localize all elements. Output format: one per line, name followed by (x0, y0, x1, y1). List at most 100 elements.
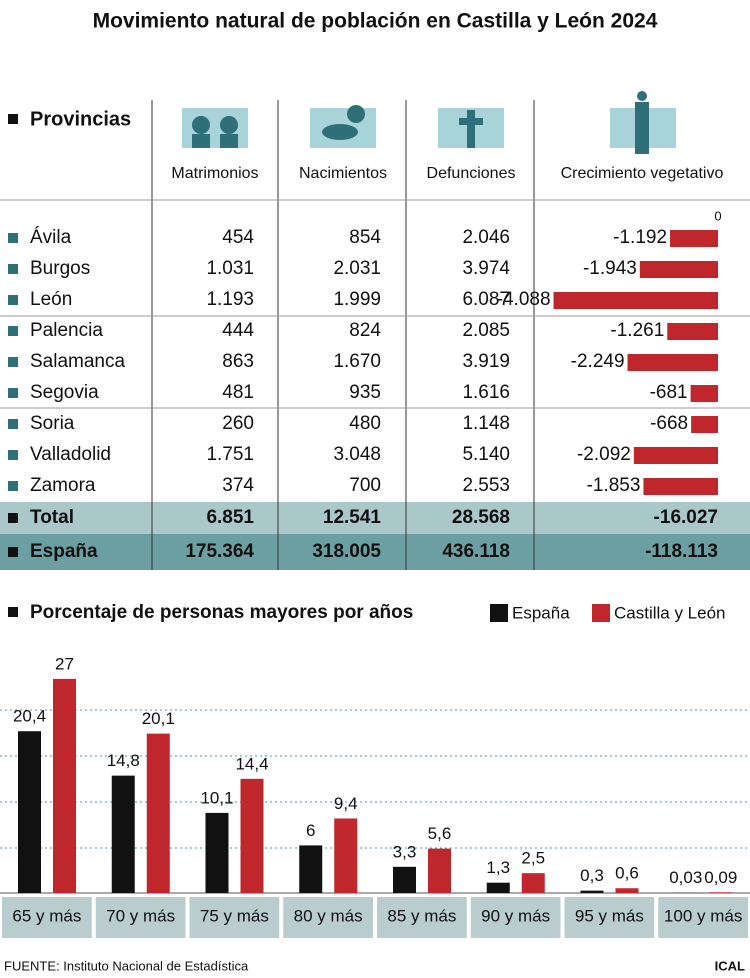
table-heading: Provincias (30, 108, 131, 130)
row-label: Burgos (30, 258, 90, 279)
value-label: 2,5 (521, 849, 545, 868)
bar (334, 818, 358, 893)
cell: 1.670 (333, 351, 381, 372)
value-label: 20,1 (142, 709, 175, 728)
total-cell: 175.364 (185, 541, 254, 562)
value-label: 1,3 (486, 858, 510, 877)
cell: 700 (349, 475, 381, 496)
bar (240, 778, 264, 893)
cell: 854 (349, 227, 381, 248)
bar (393, 866, 416, 893)
cell: 444 (222, 320, 254, 341)
bar (299, 845, 323, 893)
bullet (8, 114, 18, 124)
spain-band (0, 534, 750, 570)
x-tick-label: 95 y más (575, 906, 644, 925)
column-header: Defunciones (427, 165, 516, 182)
category-box (189, 897, 280, 938)
value-label: 10,1 (200, 788, 233, 807)
row-label: León (30, 289, 72, 310)
value-label: 0,09 (704, 868, 737, 887)
bar (521, 873, 545, 893)
value-label: 27 (55, 654, 74, 673)
cell: 1.999 (333, 289, 381, 310)
bar (667, 323, 718, 340)
cell: 824 (349, 320, 381, 341)
row-label: Palencia (30, 320, 103, 341)
value-label: -2.249 (571, 351, 625, 372)
value-label: -4.088 (497, 289, 551, 310)
bullet (8, 481, 18, 491)
cell: 1.751 (206, 444, 254, 465)
title: Movimiento natural de población en Casti… (93, 10, 658, 33)
bar (639, 261, 718, 278)
cell: 2.553 (462, 475, 510, 496)
cell: 1.193 (206, 289, 254, 310)
value-label: 9,4 (334, 794, 358, 813)
total-cell: 436.118 (442, 541, 510, 562)
cell: 2.031 (333, 258, 381, 279)
bullet (8, 295, 18, 305)
bar (580, 890, 604, 893)
cell: 3.048 (333, 444, 381, 465)
legend-label: España (512, 603, 570, 622)
bullet (8, 513, 18, 523)
column-header: Crecimiento vegetativo (561, 165, 724, 182)
legend-swatch (490, 604, 508, 622)
category-box (658, 897, 748, 938)
value-label: 6 (306, 821, 315, 840)
total-cell: 318.005 (312, 541, 381, 562)
category-box (2, 897, 92, 938)
value-label: -668 (650, 413, 688, 434)
x-tick-label: 70 y más (106, 906, 175, 925)
category-box (377, 897, 467, 938)
icons (182, 91, 676, 154)
bullet (8, 233, 18, 243)
cell: 863 (222, 351, 254, 372)
value-label: 14,8 (107, 751, 140, 770)
cell: 2.046 (462, 227, 510, 248)
total-cell: 28.568 (452, 507, 510, 528)
legend-swatch (592, 604, 610, 622)
value-label: 5,6 (428, 824, 452, 843)
legend-label: Castilla y León (614, 603, 726, 622)
value-label: 0,3 (580, 866, 604, 885)
total-cell: España (30, 541, 98, 562)
band-dividers (151, 502, 535, 570)
cell: 480 (349, 413, 381, 434)
row-label: Zamora (30, 475, 96, 496)
total-cell: -118.113 (645, 541, 718, 562)
bar (670, 230, 718, 247)
cell: 260 (222, 413, 254, 434)
cell: 1.148 (462, 413, 510, 434)
bar (18, 731, 41, 893)
cell: 481 (222, 382, 254, 403)
x-tick-label: 75 y más (200, 906, 269, 925)
value-label: 3,3 (393, 842, 417, 861)
cell: 1.616 (462, 382, 510, 403)
value-label: -1.853 (587, 475, 641, 496)
x-tick-label: 80 y más (294, 906, 363, 925)
value-label: -2.092 (577, 444, 631, 465)
bullet (8, 264, 18, 274)
x-tick-label: 85 y más (387, 906, 456, 925)
bullet (8, 357, 18, 367)
category-box (470, 897, 561, 938)
cell: 5.140 (462, 444, 510, 465)
bar (553, 292, 718, 309)
bullet (8, 419, 18, 429)
bullet (8, 326, 18, 336)
cell: 374 (222, 475, 254, 496)
value-label: 14,4 (235, 754, 268, 773)
bullet (8, 388, 18, 398)
bar (146, 733, 170, 893)
column-header: Nacimientos (299, 165, 387, 182)
column-header: Matrimonios (171, 165, 258, 182)
bar (627, 354, 718, 371)
x-tick-label: 100 y más (664, 906, 742, 925)
bullet (8, 547, 18, 557)
cell: 935 (349, 382, 381, 403)
bar (709, 892, 733, 893)
